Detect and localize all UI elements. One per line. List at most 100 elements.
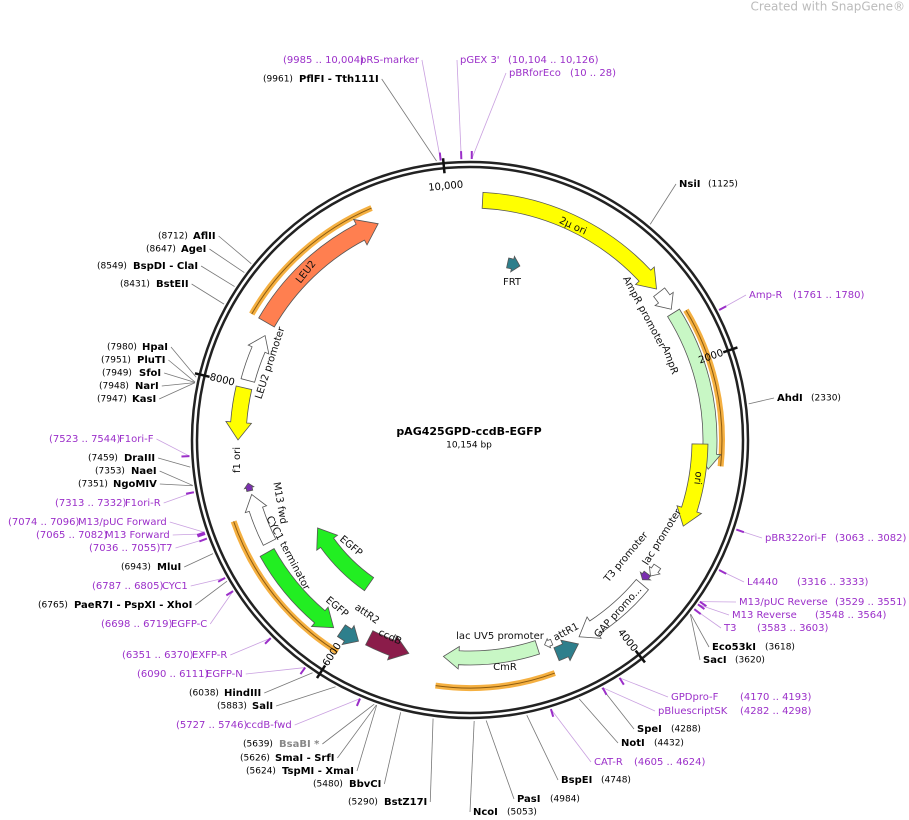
leader-line (209, 248, 245, 273)
primer-name: ccdB-fwd (246, 720, 292, 731)
site-name: AflII (193, 231, 216, 242)
site-location: (7351) (78, 480, 108, 490)
site-name: HindIII (224, 688, 261, 699)
primer-name: F1ori-F (119, 434, 154, 445)
feature-arrow (578, 578, 650, 639)
site-location: (7353) (95, 467, 125, 477)
leader-line (230, 637, 271, 656)
site-name: NaeI (131, 466, 157, 477)
leader-line (158, 457, 191, 468)
primer-range: (3529 .. 3551) (835, 597, 907, 608)
feature-arrow (365, 630, 410, 661)
site-name: DraIII (124, 453, 155, 464)
leader-line (156, 438, 190, 457)
primer-name: CAT-R (594, 757, 623, 768)
primer-name: M13 Forward (105, 530, 170, 541)
primer-range: (3548 .. 3564) (815, 610, 887, 621)
leader-line (383, 712, 402, 785)
site-name: NsiI (679, 179, 700, 190)
feature-arrow (336, 624, 359, 646)
leader-line (164, 372, 196, 383)
site-name: NgoMIV (113, 479, 157, 490)
leader-line (429, 718, 434, 803)
leader-line (601, 687, 635, 730)
leader-line (184, 553, 214, 568)
leader-line (619, 677, 669, 698)
primer-mark (217, 576, 226, 583)
site-location: (4984) (550, 795, 580, 805)
site-name: PasI (517, 794, 540, 805)
primer-range: (7313 .. 7332) (55, 498, 127, 509)
feature-label: attR2 (352, 602, 381, 627)
primer-mark (736, 528, 745, 534)
feature-arrow (258, 218, 379, 328)
primer-name: pBluescriptSK (658, 706, 728, 717)
site-location: (7980) (107, 343, 137, 353)
site-location: (7951) (101, 356, 131, 366)
feature-arrow (676, 443, 709, 527)
primer-mark (199, 537, 208, 543)
leader-line (421, 59, 442, 161)
leader-line (209, 590, 234, 625)
feature-arrow (506, 255, 521, 273)
backbone-inner (195, 165, 745, 715)
site-location: (5624) (246, 767, 276, 777)
primer-range: (3063 .. 3082) (835, 533, 907, 544)
site-location: (7948) (99, 382, 129, 392)
leader-line (337, 704, 377, 759)
primer-mark (693, 608, 702, 615)
feature-arrow (316, 527, 375, 592)
primer-mark (718, 569, 727, 575)
primer-name: pGEX 3' (460, 55, 500, 66)
site-location: (2330) (811, 394, 841, 404)
site-name: BstZ17I (384, 797, 427, 808)
primer-name: pBRforEco (509, 68, 561, 79)
feature-label: FRT (503, 277, 522, 288)
site-name: MluI (157, 562, 181, 573)
primer-name: pRS-marker (360, 55, 420, 66)
leader-line (169, 521, 205, 533)
site-name: TspMI - XmaI (282, 766, 354, 777)
primer-name: T3 (723, 623, 736, 634)
primer-range: (7065 .. 7082) (36, 530, 108, 541)
primer-range: (6698 .. 6719) (101, 619, 173, 630)
leader-line (275, 686, 336, 707)
feature-label: CmR (493, 662, 517, 673)
primer-mark (601, 687, 608, 696)
tick-mark (634, 649, 646, 664)
leader-line (161, 382, 195, 387)
primer-mark (718, 305, 727, 311)
primer-range: (7074 .. 7096) (8, 517, 80, 528)
feature-arrow (553, 639, 580, 662)
site-name: Eco53kI (712, 642, 756, 653)
leader-line (356, 704, 378, 772)
site-name: SfoI (139, 368, 161, 379)
tick-mark (315, 664, 327, 679)
map-name: pAG425GPD-ccdB-EGFP (396, 425, 541, 438)
tick-mark (441, 158, 446, 174)
primer-mark (185, 491, 195, 495)
site-name: BbvCI (349, 779, 381, 790)
site-location: (5053) (507, 808, 537, 818)
leader-line (200, 265, 235, 287)
leader-line (159, 382, 196, 400)
leader-line (471, 72, 507, 160)
highlight-core (435, 672, 555, 689)
feature-arrow (544, 637, 554, 649)
site-location: (4288) (671, 725, 701, 735)
watermark: Created with SnapGene® (751, 0, 905, 14)
primer-mark (699, 600, 707, 608)
primer-range: (7036 .. 7055) (89, 543, 161, 554)
primer-mark (618, 677, 625, 686)
site-name: BstEII (156, 279, 189, 290)
primer-name: T7 (159, 543, 172, 554)
primer-mark (225, 590, 234, 597)
leader-line (456, 59, 462, 160)
site-location: (9961) (263, 75, 293, 85)
primer-mark (355, 698, 361, 707)
site-location: (5883) (217, 702, 247, 712)
site-location: (6038) (189, 689, 219, 699)
primer-range: (10 .. 28) (570, 68, 616, 79)
site-location: (6765) (38, 601, 68, 611)
